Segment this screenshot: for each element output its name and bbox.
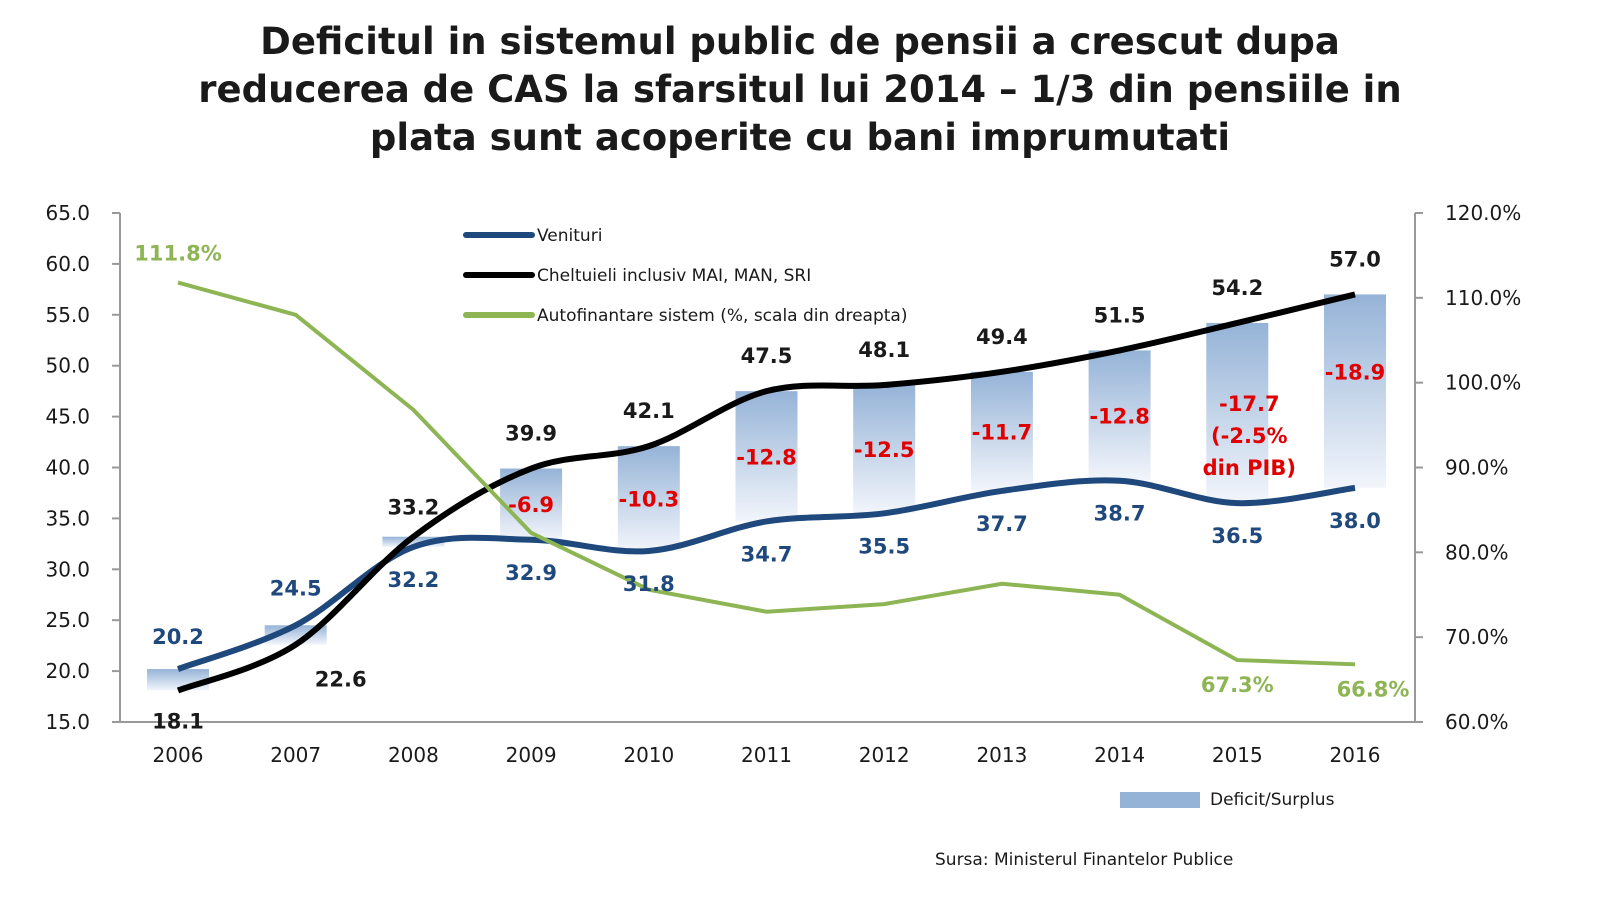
right-tick-label: 90.0%: [1445, 456, 1509, 480]
deficit-data-label: (-2.5%: [1211, 424, 1288, 448]
left-tick-label: 65.0: [45, 201, 90, 225]
x-tick-label: 2013: [976, 743, 1027, 767]
cheltuieli-data-label: 39.9: [505, 422, 557, 446]
title-line-3: plata sunt acoperite cu bani imprumutati: [369, 116, 1231, 159]
deficit-bar: [970, 371, 1033, 491]
deficit-bar: [617, 446, 680, 551]
cheltuieli-data-label: 42.1: [623, 399, 675, 423]
title-line-2: reducerea de CAS la sfarsitul lui 2014 –…: [198, 68, 1402, 111]
deficit-bar: [1206, 322, 1269, 504]
venituri-data-label: 31.8: [623, 572, 675, 596]
autofinantare-data-label: 111.8%: [134, 242, 221, 266]
chart-title: Deficitul in sistemul public de pensii a…: [0, 18, 1600, 162]
cheltuieli-data-label: 48.1: [858, 338, 910, 362]
x-tick-label: 2012: [859, 743, 910, 767]
venituri-data-label: 38.0: [1329, 509, 1381, 533]
series-lines: [176, 280, 1356, 694]
legend: Venituri Cheltuieli inclusiv MAI, MAN, SR…: [463, 226, 907, 326]
venituri-data-label: 32.9: [505, 561, 557, 585]
right-tick-label: 80.0%: [1445, 540, 1509, 564]
data-labels: 20.2 24.5 32.2 32.9 31.8 34.7 35.5 37.7 38.7 36.5…: [134, 242, 1409, 734]
deficit-data-label: -18.9: [1325, 360, 1386, 384]
right-tick-label: 110.0%: [1445, 286, 1521, 310]
right-tick-label: 120.0%: [1445, 201, 1521, 225]
cheltuieli-data-label: 18.1: [152, 709, 204, 733]
left-tick-label: 35.0: [45, 506, 90, 530]
deficit-data-label: -17.7: [1219, 392, 1280, 416]
deficit-bar: [853, 385, 916, 514]
venituri-data-label: 38.7: [1094, 502, 1146, 526]
x-tick-label: 2016: [1330, 743, 1381, 767]
title-line-1: Deficitul in sistemul public de pensii a…: [260, 20, 1340, 63]
left-tick-label: 25.0: [45, 608, 90, 632]
deficit-bar: [735, 391, 798, 522]
deficit-data-label: -10.3: [619, 488, 680, 512]
left-tick-label: 15.0: [45, 710, 90, 734]
x-tick-label: 2008: [388, 743, 439, 767]
cheltuieli-data-label: 33.2: [387, 496, 439, 520]
left-tick-label: 50.0: [45, 354, 90, 378]
x-tick-label: 2009: [506, 743, 557, 767]
deficit-bar: [382, 536, 445, 547]
left-tick-label: 40.0: [45, 456, 90, 480]
deficit-bar: [1324, 294, 1386, 488]
deficit-data-label: -6.9: [508, 493, 554, 517]
deficit-data-label: -12.8: [736, 445, 797, 469]
x-tick-label: 2007: [270, 743, 321, 767]
left-tick-label: 30.0: [45, 557, 90, 581]
cheltuieli-data-label: 57.0: [1329, 247, 1381, 271]
cheltuieli-data-label: 54.2: [1211, 276, 1263, 300]
legend-label-deficit: Deficit/Surplus: [1210, 790, 1335, 810]
venituri-data-label: 35.5: [858, 534, 910, 558]
autofinantare-data-label: 66.8%: [1337, 677, 1410, 701]
legend-swatch-deficit: [1120, 792, 1200, 808]
axes: 15.0 20.0 25.0 30.0 35.0 40.0 45.0 50.0 55.0 60.0…: [45, 201, 1521, 767]
deficit-bar: [1088, 350, 1151, 481]
cheltuieli-data-label: 22.6: [315, 668, 367, 692]
right-tick-label: 100.0%: [1445, 371, 1521, 395]
cheltuieli-line: [176, 291, 1356, 694]
left-tick-label: 20.0: [45, 659, 90, 683]
venituri-data-label: 37.7: [976, 512, 1028, 536]
deficit-data-label: -12.8: [1089, 405, 1150, 429]
venituri-data-label: 34.7: [741, 542, 793, 566]
venituri-data-label: 20.2: [152, 625, 204, 649]
left-tick-label: 60.0: [45, 252, 90, 276]
venituri-line: [176, 477, 1356, 672]
legend-label: Cheltuieli inclusiv MAI, MAN, SRI: [537, 266, 811, 286]
x-tick-label: 2015: [1212, 743, 1263, 767]
deficit-data-label: -11.7: [972, 420, 1033, 444]
source-note: Sursa: Ministerul Finantelor Publice: [935, 850, 1234, 870]
x-tick-label: 2010: [623, 743, 674, 767]
deficit-data-label: -12.5: [854, 438, 915, 462]
cheltuieli-data-label: 49.4: [976, 325, 1028, 349]
x-tick-label: 2014: [1094, 743, 1145, 767]
venituri-data-label: 36.5: [1211, 524, 1263, 548]
x-tick-label: 2011: [741, 743, 792, 767]
right-tick-label: 70.0%: [1445, 625, 1509, 649]
cheltuieli-data-label: 47.5: [741, 344, 793, 368]
venituri-data-label: 32.2: [387, 568, 439, 592]
deficit-bar: [147, 669, 209, 691]
legend-label: Autofinantare sistem (%, scala din dreap…: [537, 306, 907, 326]
right-tick-label: 60.0%: [1445, 710, 1509, 734]
autofinantare-line: [177, 280, 1356, 667]
deficit-data-label: din PIB): [1203, 456, 1296, 480]
legend-label: Venituri: [537, 226, 602, 246]
venituri-data-label: 24.5: [270, 576, 322, 600]
autofinantare-data-label: 67.3%: [1201, 673, 1274, 697]
cheltuieli-data-label: 51.5: [1094, 303, 1146, 327]
x-tick-label: 2006: [153, 743, 204, 767]
left-tick-label: 55.0: [45, 303, 90, 327]
left-tick-label: 45.0: [45, 405, 90, 429]
